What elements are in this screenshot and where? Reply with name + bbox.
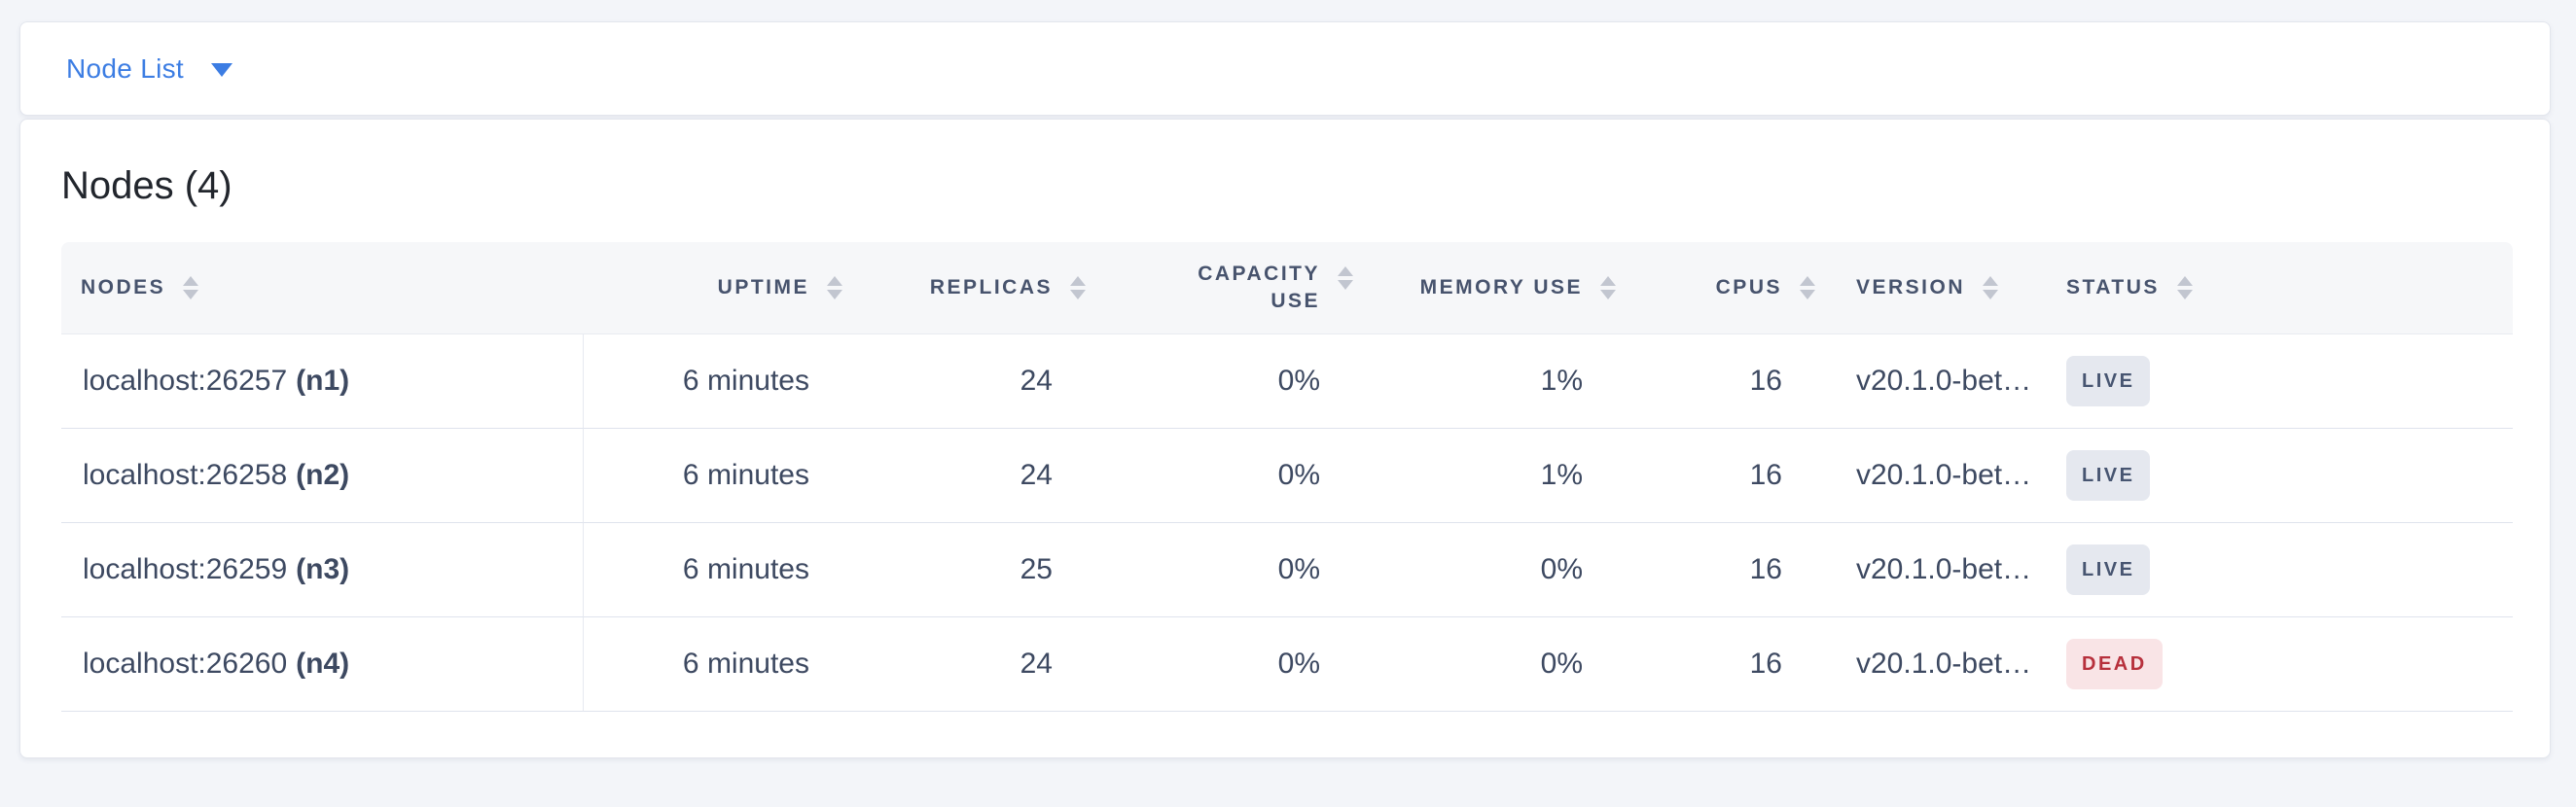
column-header-cpus[interactable]: CPUS (1629, 242, 1829, 334)
version-cell: v20.1.0-bet… (1829, 523, 2043, 617)
sort-icon (827, 276, 842, 299)
capacity-use-cell: 0% (1099, 617, 1367, 712)
status-cell: LIVE (2043, 523, 2513, 617)
uptime-cell: 6 minutes (584, 523, 856, 617)
node-name: (n2) (296, 459, 350, 491)
node-address-cell: localhost:26258 (n2) (61, 429, 584, 523)
column-header-uptime[interactable]: UPTIME (584, 242, 856, 334)
sort-icon (1070, 276, 1086, 299)
uptime-cell: 6 minutes (584, 334, 856, 429)
replicas-cell: 25 (856, 523, 1099, 617)
status-badge: LIVE (2066, 544, 2151, 595)
memory-use-cell: 0% (1367, 617, 1629, 712)
version-cell: v20.1.0-bet… (1829, 429, 2043, 523)
sort-icon (1600, 276, 1616, 299)
view-selector-dropdown[interactable]: Node List (66, 53, 233, 85)
cpus-cell: 16 (1629, 334, 1829, 429)
column-header-capacity-use[interactable]: CAPACITY USE (1099, 242, 1367, 334)
capacity-use-cell: 0% (1099, 334, 1367, 429)
status-badge: LIVE (2066, 356, 2151, 406)
status-badge: LIVE (2066, 450, 2151, 501)
node-name: (n4) (296, 648, 350, 680)
memory-use-cell: 1% (1367, 334, 1629, 429)
view-selector-bar: Node List (19, 21, 2551, 116)
version-cell: v20.1.0-bet… (1829, 334, 2043, 429)
column-header-memory-use[interactable]: MEMORY USE (1367, 242, 1629, 334)
uptime-cell: 6 minutes (584, 617, 856, 712)
node-row-n3: localhost:26259 (n3) 6 minutes 25 0% 0% 1… (61, 523, 2513, 617)
replicas-cell: 24 (856, 617, 1099, 712)
column-header-replicas[interactable]: REPLICAS (856, 242, 1099, 334)
capacity-use-cell: 0% (1099, 523, 1367, 617)
column-header-nodes[interactable]: NODES (61, 242, 584, 334)
replicas-cell: 24 (856, 334, 1099, 429)
node-row-n2: localhost:26258 (n2) 6 minutes 24 0% 1% 1… (61, 429, 2513, 523)
node-address-cell: localhost:26257 (n1) (61, 334, 584, 429)
node-address-cell: localhost:26259 (n3) (61, 523, 584, 617)
sort-icon (1338, 265, 1353, 290)
version-cell: v20.1.0-bet… (1829, 617, 2043, 712)
node-name: (n3) (296, 553, 350, 585)
node-address: localhost:26259 (83, 553, 288, 585)
status-badge: DEAD (2066, 639, 2163, 689)
memory-use-cell: 1% (1367, 429, 1629, 523)
memory-use-cell: 0% (1367, 523, 1629, 617)
cpus-cell: 16 (1629, 429, 1829, 523)
cpus-cell: 16 (1629, 617, 1829, 712)
view-selector-label: Node List (66, 53, 184, 84)
sort-icon (1800, 276, 1815, 299)
page-title: Nodes (4) (61, 164, 233, 207)
nodes-card: Nodes (4) NODES UPTIME (19, 119, 2551, 758)
node-address-cell: localhost:26260 (n4) (61, 617, 584, 712)
column-header-status[interactable]: STATUS (2043, 242, 2513, 334)
node-row-n4: localhost:26260 (n4) 6 minutes 24 0% 0% 1… (61, 617, 2513, 712)
node-row-n1: localhost:26257 (n1) 6 minutes 24 0% 1% 1… (61, 334, 2513, 429)
node-address: localhost:26258 (83, 459, 288, 491)
node-address: localhost:26260 (83, 648, 288, 680)
node-name: (n1) (296, 365, 350, 397)
status-cell: LIVE (2043, 429, 2513, 523)
column-header-version[interactable]: VERSION (1829, 242, 2043, 334)
cpus-cell: 16 (1629, 523, 1829, 617)
chevron-down-icon (211, 63, 233, 77)
node-address: localhost:26257 (83, 365, 288, 397)
capacity-use-cell: 0% (1099, 429, 1367, 523)
nodes-table: NODES UPTIME REPLICAS (61, 242, 2513, 712)
status-cell: DEAD (2043, 617, 2513, 712)
sort-icon (2176, 276, 2193, 299)
replicas-cell: 24 (856, 429, 1099, 523)
status-cell: LIVE (2043, 334, 2513, 429)
table-header-row: NODES UPTIME REPLICAS (61, 242, 2513, 334)
sort-icon (1983, 276, 1999, 299)
sort-icon (183, 276, 199, 299)
uptime-cell: 6 minutes (584, 429, 856, 523)
